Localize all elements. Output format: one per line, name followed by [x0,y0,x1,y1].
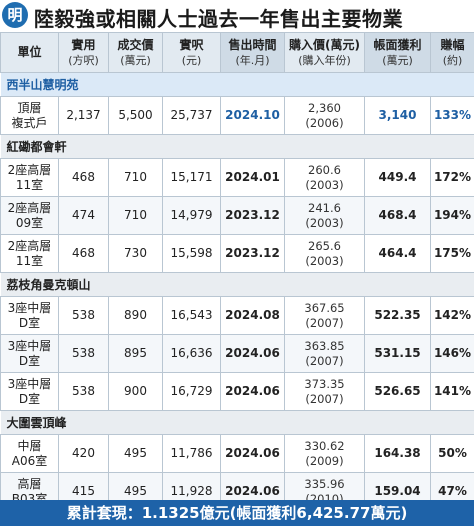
group-row: 大圍雲頂峰 [0,410,474,435]
header-area: 實用 (方呎) [58,32,109,73]
cell-area: 420 [58,434,109,473]
cell-sold-date: 2024.06 [220,334,285,373]
cell-buy-price: 367.65 (2007) [284,296,365,335]
cell-unit: 3座中層 D室 [0,372,59,411]
cell-psf: 15,598 [162,234,221,273]
table-row: 2座高層 09室 474 710 14,979 2023.12 241.6 (200… [0,196,474,235]
cell-profit: 164.38 [364,434,431,473]
table-row: 3座中層 D室 538 890 16,543 2024.08 367.65 (200… [0,296,474,335]
header-price: 成交價 (萬元) [108,32,163,73]
header-gain-pct: 賺幅 (約) [430,32,474,73]
cell-unit: 3座中層 D室 [0,296,59,335]
cell-psf: 16,636 [162,334,221,373]
cell-profit: 449.4 [364,158,431,197]
group-name: 大圍雲頂峰 [0,410,474,435]
cell-sold-date: 2024.06 [220,434,285,473]
cell-buy-price: 330.62 (2009) [284,434,365,473]
total-summary: 累計套現：1.1325億元(帳面獲利6,425.77萬元) [0,500,474,526]
cell-psf: 16,543 [162,296,221,335]
cell-area: 474 [58,196,109,235]
cell-psf: 25,737 [162,96,221,135]
cell-area: 538 [58,296,109,335]
cell-psf: 11,786 [162,434,221,473]
cell-gain-pct: 175% [430,234,474,273]
table-row: 3座中層 D室 538 900 16,729 2024.06 373.35 (200… [0,372,474,411]
cell-unit: 頂層 複式戶 [0,96,59,135]
cell-gain-pct: 194% [430,196,474,235]
cell-sold-date: 2023.12 [220,234,285,273]
cell-price: 710 [108,158,163,197]
cell-gain-pct: 172% [430,158,474,197]
cell-sold-date: 2024.06 [220,372,285,411]
cell-buy-price: 373.35 (2007) [284,372,365,411]
cell-area: 538 [58,334,109,373]
group-name: 西半山慧明苑 [0,72,474,97]
cell-price: 730 [108,234,163,273]
cell-area: 2,137 [58,96,109,135]
cell-price: 890 [108,296,163,335]
table-row: 3座中層 D室 538 895 16,636 2024.06 363.85 (200… [0,334,474,373]
cell-psf: 16,729 [162,372,221,411]
cell-profit: 464.4 [364,234,431,273]
cell-buy-price: 2,360 (2006) [284,96,365,135]
header-unit: 單位 [0,32,59,73]
group-name: 紅磡都會軒 [0,134,474,159]
cell-area: 538 [58,372,109,411]
group-row: 紅磡都會軒 [0,134,474,159]
cell-psf: 14,979 [162,196,221,235]
cell-psf: 15,171 [162,158,221,197]
group-name: 荔枝角曼克頓山 [0,272,474,297]
cell-buy-price: 265.6 (2003) [284,234,365,273]
cell-price: 495 [108,434,163,473]
cell-buy-price: 363.85 (2007) [284,334,365,373]
header-row: 單位 實用 (方呎) 成交價 (萬元) 實呎 (元) 售出時間 (年.月) 購入價(萬元… [0,32,474,73]
cell-price: 895 [108,334,163,373]
cell-price: 710 [108,196,163,235]
cell-gain-pct: 50% [430,434,474,473]
cell-profit: 526.65 [364,372,431,411]
header-sold-date: 售出時間 (年.月) [220,32,285,73]
newspaper-logo: 明 [2,2,28,28]
cell-unit: 2座高層 09室 [0,196,59,235]
cell-price: 5,500 [108,96,163,135]
table-row: 中層 A06室 420 495 11,786 2024.06 330.62 (200… [0,434,474,473]
cell-unit: 中層 A06室 [0,434,59,473]
header-psf: 實呎 (元) [162,32,221,73]
cell-profit: 531.15 [364,334,431,373]
cell-area: 468 [58,158,109,197]
cell-price: 900 [108,372,163,411]
cell-profit: 468.4 [364,196,431,235]
table-row: 2座高層 11室 468 710 15,171 2024.01 260.6 (200… [0,158,474,197]
cell-unit: 2座高層 11室 [0,158,59,197]
cell-gain-pct: 142% [430,296,474,335]
cell-area: 468 [58,234,109,273]
title-bar: 明 陸毅強或相關人士過去一年售出主要物業 [0,0,474,31]
cell-profit: 522.35 [364,296,431,335]
group-row: 荔枝角曼克頓山 [0,272,474,297]
cell-gain-pct: 141% [430,372,474,411]
cell-sold-date: 2024.01 [220,158,285,197]
header-buy-price: 購入價(萬元) (購入年份) [284,32,365,73]
cell-buy-price: 241.6 (2003) [284,196,365,235]
page-title: 陸毅強或相關人士過去一年售出主要物業 [34,7,403,31]
header-profit: 帳面獲利 (萬元) [364,32,431,73]
table-row: 2座高層 11室 468 730 15,598 2023.12 265.6 (200… [0,234,474,273]
cell-buy-price: 260.6 (2003) [284,158,365,197]
table-row: 頂層 複式戶 2,137 5,500 25,737 2024.10 2,360 (2… [0,96,474,135]
cell-profit: 3,140 [364,96,431,135]
cell-sold-date: 2024.10 [220,96,285,135]
property-sales-table: 單位 實用 (方呎) 成交價 (萬元) 實呎 (元) 售出時間 (年.月) 購入價(萬元… [0,32,474,511]
cell-sold-date: 2023.12 [220,196,285,235]
group-row: 西半山慧明苑 [0,72,474,97]
cell-gain-pct: 146% [430,334,474,373]
cell-sold-date: 2024.08 [220,296,285,335]
cell-unit: 2座高層 11室 [0,234,59,273]
cell-gain-pct: 133% [430,96,474,135]
cell-unit: 3座中層 D室 [0,334,59,373]
